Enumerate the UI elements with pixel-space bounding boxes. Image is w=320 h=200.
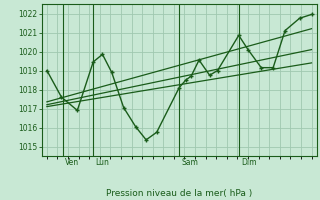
Text: Pression niveau de la mer( hPa ): Pression niveau de la mer( hPa ) [106, 189, 252, 198]
Text: Dim: Dim [241, 158, 256, 167]
Text: Lun: Lun [95, 158, 109, 167]
Text: Sam: Sam [181, 158, 198, 167]
Text: Ven: Ven [65, 158, 79, 167]
